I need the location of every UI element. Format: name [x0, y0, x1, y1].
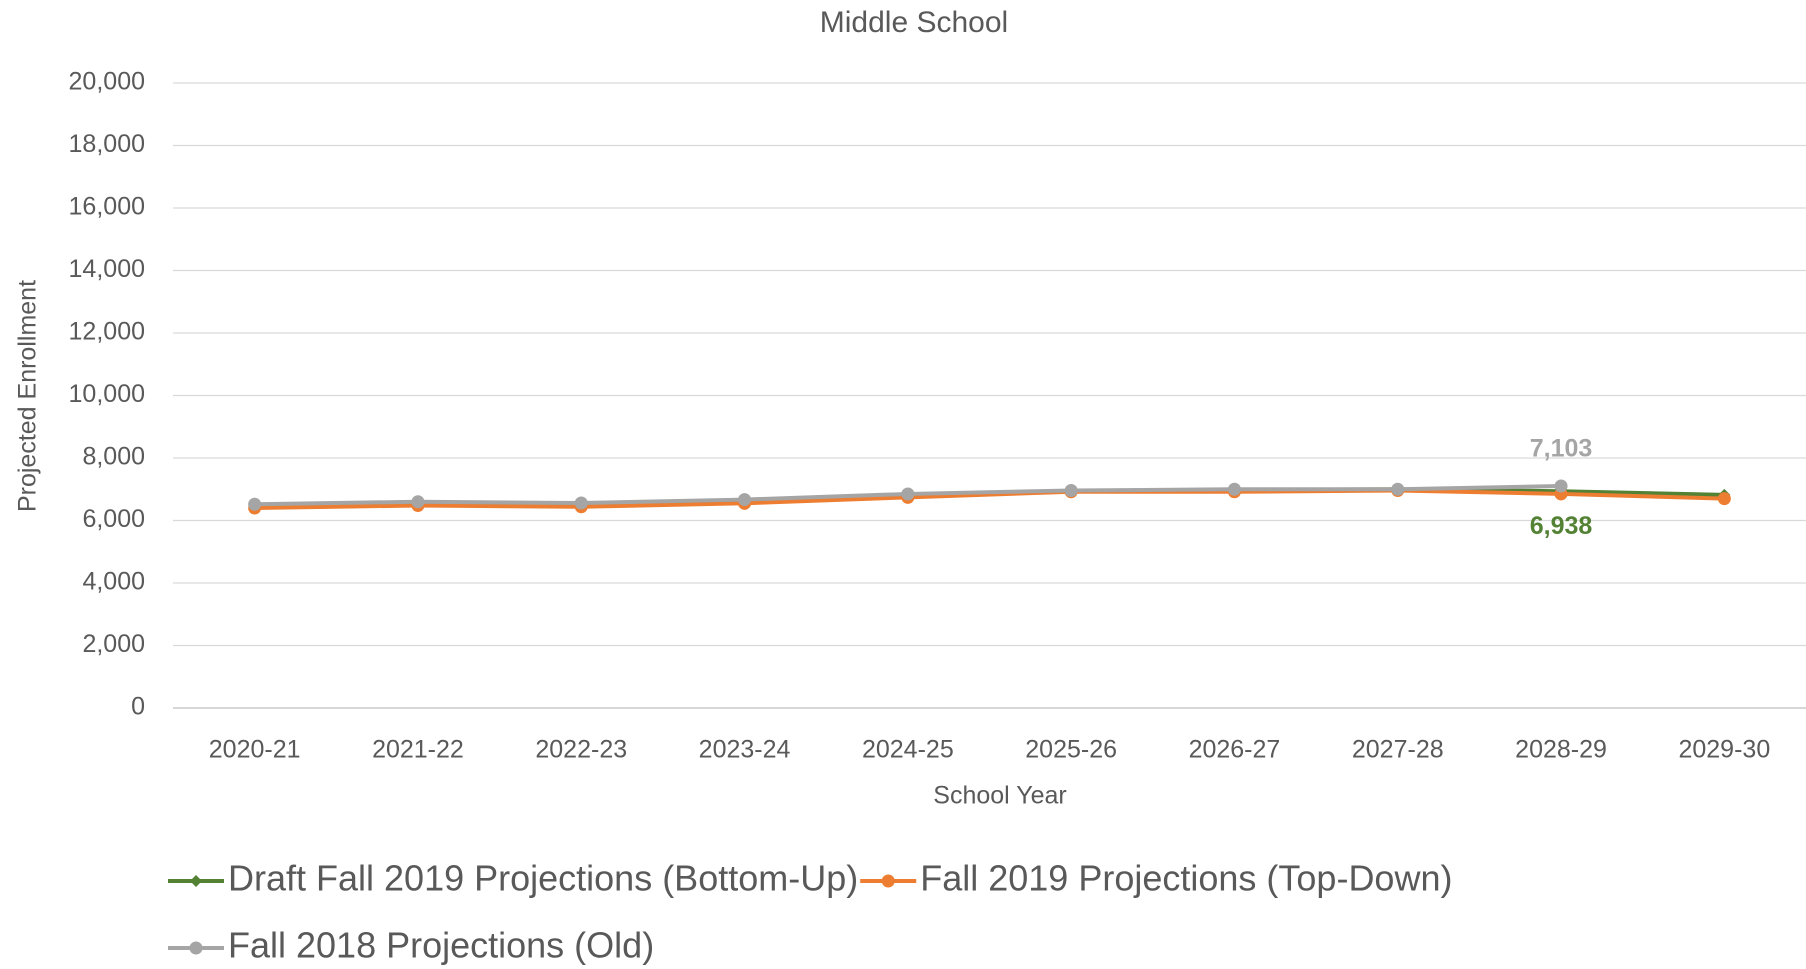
y-axis-label: Projected Enrollment — [14, 280, 42, 512]
x-tick-label: 2023-24 — [699, 736, 791, 764]
marker — [411, 495, 425, 509]
x-tick-label: 2020-21 — [209, 736, 301, 764]
y-tick-label: 10,000 — [69, 380, 145, 408]
legend-label: Fall 2019 Projections (Top-Down) — [920, 858, 1452, 899]
y-tick-label: 8,000 — [82, 443, 145, 471]
x-tick-label: 2028-29 — [1515, 736, 1607, 764]
legend-item: Fall 2018 Projections (Old) — [168, 925, 654, 966]
marker — [881, 874, 895, 888]
marker — [248, 497, 262, 511]
y-tick-label: 0 — [131, 693, 145, 721]
marker — [738, 493, 752, 507]
marker — [1064, 484, 1078, 497]
x-tick-label: 2029-30 — [1678, 736, 1770, 764]
y-tick-label: 16,000 — [69, 193, 145, 221]
marker — [1554, 479, 1568, 493]
x-tick-label: 2021-22 — [372, 736, 464, 764]
x-tick-label: 2026-27 — [1189, 736, 1281, 764]
y-tick-label: 6,000 — [82, 505, 145, 533]
data-label: 7,103 — [1530, 435, 1593, 463]
legend-label: Fall 2018 Projections (Old) — [228, 925, 654, 966]
y-tick-label: 14,000 — [69, 255, 145, 283]
marker — [190, 875, 202, 887]
y-tick-label: 20,000 — [69, 68, 145, 96]
y-tick-label: 12,000 — [69, 318, 145, 346]
legend-label: Draft Fall 2019 Projections (Bottom-Up) — [228, 858, 858, 899]
marker — [1391, 482, 1405, 496]
y-tick-label: 2,000 — [82, 630, 145, 658]
marker — [901, 487, 915, 501]
x-tick-label: 2025-26 — [1025, 736, 1117, 764]
chart-title: Middle School — [820, 6, 1008, 39]
x-tick-label: 2024-25 — [862, 736, 954, 764]
x-axis-label: School Year — [933, 782, 1066, 810]
marker — [1717, 492, 1731, 506]
data-label: 6,938 — [1530, 512, 1593, 540]
x-tick-label: 2022-23 — [535, 736, 627, 764]
legend-item: Fall 2019 Projections (Top-Down) — [860, 858, 1452, 899]
marker — [574, 496, 588, 510]
marker — [1227, 482, 1241, 496]
series-line — [254, 488, 1725, 510]
marker — [189, 941, 203, 955]
y-tick-label: 4,000 — [82, 568, 145, 596]
x-tick-label: 2027-28 — [1352, 736, 1444, 764]
legend-item: Draft Fall 2019 Projections (Bottom-Up) — [168, 858, 858, 899]
y-tick-label: 18,000 — [69, 130, 145, 158]
